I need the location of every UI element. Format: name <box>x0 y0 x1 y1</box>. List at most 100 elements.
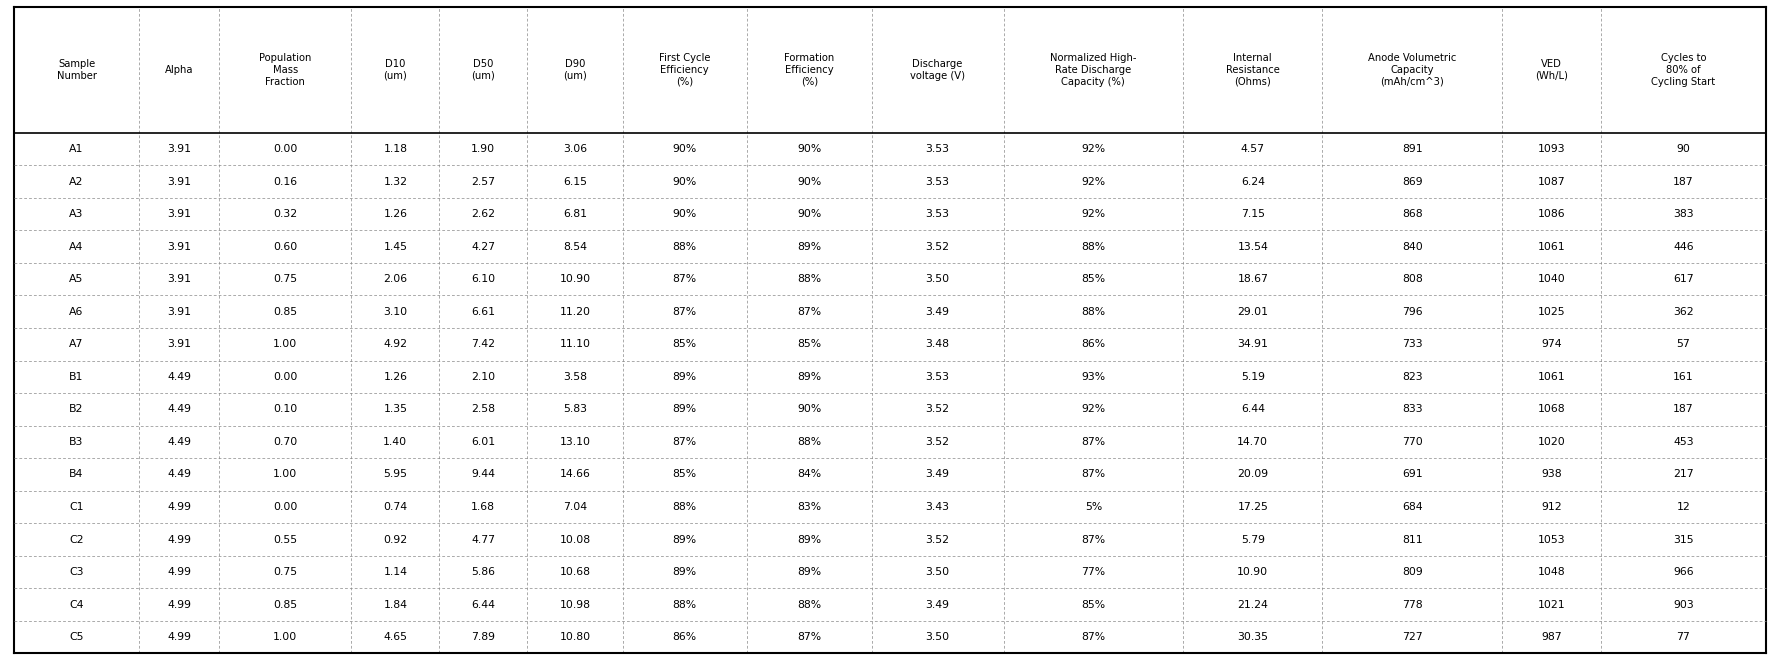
Text: Anode Volumetric
Capacity
(mAh/cm^3): Anode Volumetric Capacity (mAh/cm^3) <box>1369 53 1456 86</box>
Text: 10.90: 10.90 <box>559 274 591 284</box>
Text: 3.53: 3.53 <box>926 176 951 187</box>
Text: 691: 691 <box>1403 469 1422 479</box>
Text: 0.55: 0.55 <box>274 535 297 544</box>
Text: C4: C4 <box>69 599 84 610</box>
Text: 1.84: 1.84 <box>383 599 408 610</box>
Text: 5.19: 5.19 <box>1241 372 1266 381</box>
Text: 0.32: 0.32 <box>274 209 297 219</box>
Text: 6.10: 6.10 <box>472 274 495 284</box>
Text: 85%: 85% <box>1080 274 1105 284</box>
Text: 3.49: 3.49 <box>926 307 951 317</box>
Text: C3: C3 <box>69 567 84 577</box>
Text: 3.10: 3.10 <box>383 307 408 317</box>
Text: Internal
Resistance
(Ohms): Internal Resistance (Ohms) <box>1226 53 1280 86</box>
Text: 6.15: 6.15 <box>562 176 587 187</box>
Text: 10.98: 10.98 <box>559 599 591 610</box>
Text: 6.81: 6.81 <box>562 209 587 219</box>
Text: 83%: 83% <box>797 502 821 512</box>
Text: A6: A6 <box>69 307 84 317</box>
Text: 770: 770 <box>1403 437 1422 447</box>
Text: 4.49: 4.49 <box>167 469 190 479</box>
Text: 3.53: 3.53 <box>926 144 951 154</box>
Text: Formation
Efficiency
(%): Formation Efficiency (%) <box>785 53 835 86</box>
Text: 87%: 87% <box>1080 469 1105 479</box>
Text: B3: B3 <box>69 437 84 447</box>
Text: 2.57: 2.57 <box>472 176 495 187</box>
Text: 6.01: 6.01 <box>472 437 495 447</box>
Text: 1040: 1040 <box>1538 274 1565 284</box>
Text: 89%: 89% <box>797 567 821 577</box>
Text: 1093: 1093 <box>1538 144 1565 154</box>
Text: 0.10: 0.10 <box>274 405 297 414</box>
Text: 808: 808 <box>1403 274 1422 284</box>
Text: 88%: 88% <box>673 599 696 610</box>
Text: Normalized High-
Rate Discharge
Capacity (%): Normalized High- Rate Discharge Capacity… <box>1050 53 1137 86</box>
Text: 92%: 92% <box>1080 176 1105 187</box>
Text: 7.04: 7.04 <box>562 502 587 512</box>
Text: 1086: 1086 <box>1538 209 1565 219</box>
Text: 11.20: 11.20 <box>559 307 591 317</box>
Text: 89%: 89% <box>797 372 821 381</box>
Text: 2.06: 2.06 <box>383 274 408 284</box>
Text: 90%: 90% <box>797 209 822 219</box>
Text: 7.42: 7.42 <box>472 339 495 349</box>
Text: 30.35: 30.35 <box>1237 632 1269 642</box>
Text: 88%: 88% <box>673 242 696 251</box>
Text: 362: 362 <box>1673 307 1693 317</box>
Text: 12: 12 <box>1677 502 1691 512</box>
Text: 1048: 1048 <box>1538 567 1565 577</box>
Text: 84%: 84% <box>797 469 821 479</box>
Text: 811: 811 <box>1403 535 1422 544</box>
Text: A5: A5 <box>69 274 84 284</box>
Text: 4.99: 4.99 <box>167 567 190 577</box>
Text: 1021: 1021 <box>1538 599 1565 610</box>
Text: 18.67: 18.67 <box>1237 274 1267 284</box>
Text: 2.62: 2.62 <box>472 209 495 219</box>
Text: 6.44: 6.44 <box>1241 405 1266 414</box>
Text: D90
(um): D90 (um) <box>562 59 587 81</box>
Text: 3.52: 3.52 <box>926 242 951 251</box>
Text: 10.08: 10.08 <box>559 535 591 544</box>
Text: 3.91: 3.91 <box>167 144 190 154</box>
Text: 0.00: 0.00 <box>272 144 297 154</box>
Text: 34.91: 34.91 <box>1237 339 1267 349</box>
Text: 90%: 90% <box>673 176 698 187</box>
Text: 10.68: 10.68 <box>559 567 591 577</box>
Text: 10.80: 10.80 <box>559 632 591 642</box>
Text: 1020: 1020 <box>1538 437 1565 447</box>
Text: 4.99: 4.99 <box>167 535 190 544</box>
Text: 89%: 89% <box>673 535 696 544</box>
Text: 0.74: 0.74 <box>383 502 408 512</box>
Text: C1: C1 <box>69 502 84 512</box>
Text: 14.70: 14.70 <box>1237 437 1269 447</box>
Text: 7.15: 7.15 <box>1241 209 1266 219</box>
Text: 3.52: 3.52 <box>926 437 951 447</box>
Text: Population
Mass
Fraction: Population Mass Fraction <box>260 53 312 86</box>
Text: 11.10: 11.10 <box>559 339 591 349</box>
Text: 5.79: 5.79 <box>1241 535 1266 544</box>
Text: 87%: 87% <box>673 274 696 284</box>
Text: 92%: 92% <box>1080 144 1105 154</box>
Text: 88%: 88% <box>1080 242 1105 251</box>
Text: 2.10: 2.10 <box>472 372 495 381</box>
Text: 29.01: 29.01 <box>1237 307 1269 317</box>
Text: 92%: 92% <box>1080 405 1105 414</box>
Text: 88%: 88% <box>797 274 821 284</box>
Text: 0.00: 0.00 <box>272 502 297 512</box>
Text: 840: 840 <box>1403 242 1422 251</box>
Text: 87%: 87% <box>797 632 821 642</box>
Text: 453: 453 <box>1673 437 1693 447</box>
Text: 1087: 1087 <box>1538 176 1565 187</box>
Text: 3.52: 3.52 <box>926 405 951 414</box>
Text: 6.61: 6.61 <box>472 307 495 317</box>
Text: 1061: 1061 <box>1538 372 1565 381</box>
Text: 3.48: 3.48 <box>926 339 951 349</box>
Text: 4.65: 4.65 <box>383 632 408 642</box>
Text: 89%: 89% <box>673 567 696 577</box>
Text: 1061: 1061 <box>1538 242 1565 251</box>
Text: 10.90: 10.90 <box>1237 567 1269 577</box>
Text: 88%: 88% <box>797 599 821 610</box>
Text: 0.75: 0.75 <box>274 567 297 577</box>
Text: 3.50: 3.50 <box>926 274 951 284</box>
Text: 2.58: 2.58 <box>472 405 495 414</box>
